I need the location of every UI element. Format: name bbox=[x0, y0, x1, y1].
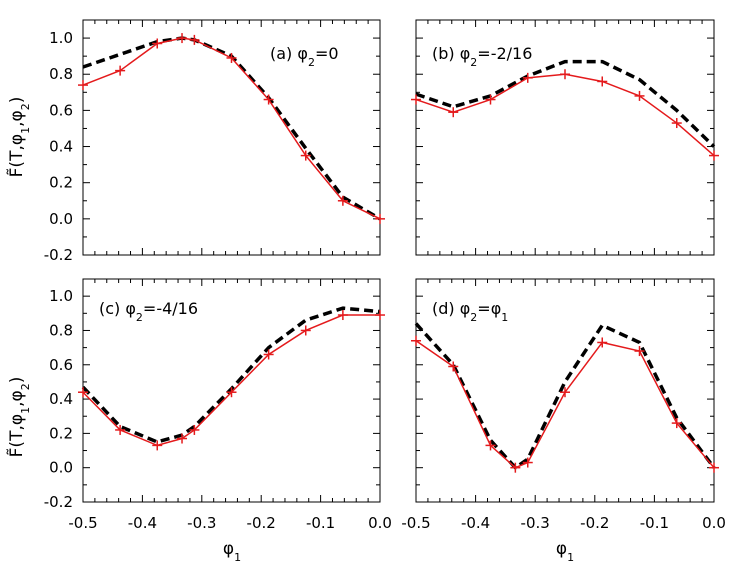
dashed-series-line bbox=[414, 322, 716, 470]
x-tick-label: -0.4 bbox=[128, 514, 157, 532]
x-axis-title: φ1 bbox=[556, 539, 574, 564]
plus-marker bbox=[671, 118, 682, 129]
plus-marker bbox=[375, 310, 385, 321]
plus-marker bbox=[152, 440, 163, 451]
plus-marker bbox=[485, 440, 496, 451]
plus-marker bbox=[411, 335, 421, 346]
red-series-line bbox=[415, 340, 715, 469]
x-tick-label: 0.0 bbox=[368, 514, 392, 532]
panel-annotation: (c) φ2=-4/16 bbox=[99, 299, 198, 324]
plus-marker bbox=[709, 150, 719, 161]
plus-marker bbox=[709, 462, 719, 473]
plus-marker bbox=[263, 94, 274, 105]
plus-marker bbox=[560, 387, 570, 398]
plus-marker bbox=[263, 349, 274, 360]
x-tick-label: -0.3 bbox=[521, 514, 550, 532]
x-tick-label: -0.1 bbox=[306, 514, 335, 532]
panel-annotation: (b) φ2=-2/16 bbox=[432, 44, 532, 69]
y-tick-label: 0.4 bbox=[49, 390, 73, 408]
dashed-series-line bbox=[81, 306, 381, 444]
plus-marker bbox=[226, 52, 237, 63]
plus-marker bbox=[560, 69, 570, 80]
y-tick-label: 0.8 bbox=[49, 65, 73, 83]
plus-marker bbox=[671, 418, 682, 429]
dashed-series-line bbox=[415, 59, 716, 148]
plus-marker bbox=[78, 80, 88, 91]
y-tick-label: 0.2 bbox=[49, 174, 73, 192]
plus-marker bbox=[226, 387, 237, 398]
red-series-line bbox=[82, 37, 381, 220]
plus-marker bbox=[115, 424, 126, 435]
x-tick-label: -0.5 bbox=[401, 514, 430, 532]
plus-marker bbox=[597, 337, 608, 348]
y-tick-label: -0.2 bbox=[44, 493, 73, 511]
plus-marker bbox=[375, 213, 385, 224]
panel-d: -0.5 -0.4 -0.3 -0.2 -0.1 0.0 (d) φ2=φ1 bbox=[401, 278, 726, 532]
plus-marker bbox=[337, 195, 348, 206]
y-axis-title: F̃(T,φ1,φ2) bbox=[6, 377, 32, 458]
plus-marker bbox=[300, 325, 311, 336]
plus-marker bbox=[485, 94, 496, 105]
plus-marker bbox=[152, 38, 163, 49]
x-tick-label: -0.3 bbox=[187, 514, 216, 532]
red-series-line bbox=[415, 73, 715, 157]
x-tick-label: -0.5 bbox=[68, 514, 97, 532]
plus-marker bbox=[634, 90, 645, 101]
plus-marker bbox=[337, 310, 348, 321]
y-tick-label: 0.0 bbox=[49, 459, 73, 477]
y-tick-label: 0.6 bbox=[49, 101, 73, 119]
plus-marker bbox=[597, 76, 608, 87]
plus-marker bbox=[177, 33, 188, 44]
panel-b: (b) φ2=-2/16 bbox=[411, 19, 719, 256]
plus-marker bbox=[448, 361, 459, 372]
plot-frame bbox=[415, 278, 715, 503]
panel-c: -0.2 0.0 0.2 0.4 0.6 0.8 1.0 -0.5 -0.4 -0.3 -0.2 -0… bbox=[44, 278, 392, 532]
y-tick-label: 0.0 bbox=[49, 210, 73, 228]
plus-marker bbox=[115, 65, 126, 76]
x-axis-title: φ1 bbox=[223, 539, 241, 564]
y-tick-label: 1.0 bbox=[49, 287, 73, 305]
plus-marker bbox=[634, 346, 645, 357]
y-tick-label: 0.6 bbox=[49, 356, 73, 374]
red-series-line bbox=[82, 314, 380, 447]
plus-marker bbox=[522, 457, 533, 468]
panel-a: -0.2 0.0 0.2 0.4 0.6 0.8 1.0 (a) φ2=0 bbox=[44, 19, 385, 264]
plus-marker bbox=[300, 150, 311, 161]
y-tick-label: 0.4 bbox=[49, 138, 73, 156]
panel-annotation: (d) φ2=φ1 bbox=[432, 299, 508, 324]
plus-marker bbox=[177, 433, 188, 444]
x-tick-label: -0.2 bbox=[247, 514, 276, 532]
dashed-series-line bbox=[82, 36, 381, 221]
y-axis-title: F̃(T,φ1,φ2) bbox=[6, 97, 32, 178]
plus-marker bbox=[448, 107, 459, 118]
y-tick-label: 0.8 bbox=[49, 321, 73, 339]
plot-frame bbox=[82, 19, 381, 256]
y-tick-label: 1.0 bbox=[49, 29, 73, 47]
x-tick-label: 0.0 bbox=[702, 514, 726, 532]
x-tick-label: -0.1 bbox=[640, 514, 669, 532]
plot-frame bbox=[415, 19, 715, 256]
y-tick-label: 0.2 bbox=[49, 424, 73, 442]
plus-marker bbox=[411, 94, 421, 105]
panel-annotation: (a) φ2=0 bbox=[270, 44, 339, 69]
y-tick-label: -0.2 bbox=[44, 246, 73, 264]
plus-marker bbox=[78, 387, 88, 398]
x-tick-label: -0.4 bbox=[461, 514, 490, 532]
x-tick-label: -0.2 bbox=[580, 514, 609, 532]
plus-marker bbox=[189, 34, 200, 45]
plus-marker bbox=[510, 462, 521, 473]
plus-marker bbox=[522, 72, 533, 83]
plus-marker bbox=[189, 424, 200, 435]
